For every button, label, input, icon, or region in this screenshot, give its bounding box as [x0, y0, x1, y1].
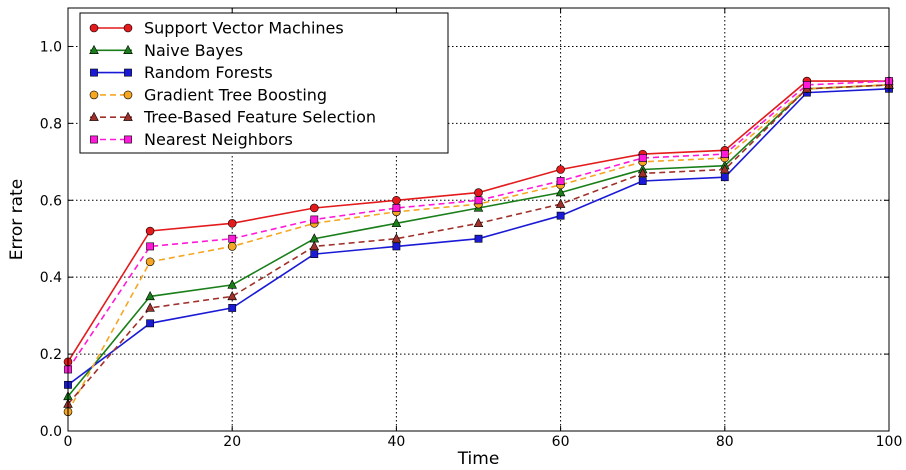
legend-item: Naive Bayes	[89, 41, 243, 60]
x-tick-label: 40	[387, 434, 405, 450]
legend-marker	[123, 90, 133, 100]
y-tick-label: 0.4	[40, 270, 62, 286]
legend-marker	[89, 111, 99, 121]
data-point	[227, 290, 237, 301]
data-point	[637, 167, 648, 178]
data-point	[555, 198, 566, 208]
data-point	[146, 242, 154, 251]
x-tick-label: 20	[223, 434, 241, 450]
data-point	[556, 177, 565, 185]
series-lines	[63, 76, 894, 417]
data-point	[228, 234, 237, 243]
plot-area	[67, 7, 890, 432]
data-point	[473, 217, 484, 228]
legend-item: Tree-Based Feature Selection	[89, 108, 376, 127]
data-point	[802, 81, 811, 89]
data-point	[391, 233, 402, 243]
data-point	[227, 279, 237, 289]
legend-marker	[90, 68, 98, 77]
data-point	[227, 219, 237, 228]
y-tick-label: 0.6	[40, 193, 62, 209]
legend-marker	[124, 135, 132, 144]
x-tick-label: 80	[716, 434, 734, 450]
legend-marker	[90, 135, 98, 144]
data-point	[638, 177, 647, 185]
data-point	[391, 217, 402, 228]
data-point	[310, 215, 319, 224]
data-point	[145, 257, 155, 267]
legend-item: Gradient Tree Boosting	[89, 85, 327, 104]
data-point	[146, 319, 154, 328]
data-point	[145, 290, 155, 301]
data-point	[474, 234, 483, 243]
y-tick-label: 0.8	[40, 116, 62, 132]
data-point	[720, 150, 729, 159]
x-tick-label: 100	[876, 434, 903, 450]
legend-marker	[124, 68, 132, 77]
data-point	[309, 203, 319, 213]
data-point	[309, 240, 320, 251]
legend-marker	[89, 23, 99, 33]
data-point	[720, 173, 729, 182]
data-point	[145, 226, 155, 236]
legend-label: Gradient Tree Boosting	[144, 85, 327, 104]
legend-marker	[89, 44, 99, 55]
x-tick-label: 0	[64, 434, 73, 450]
legend-item: Random Forests	[90, 63, 273, 82]
data-point	[474, 196, 483, 205]
data-point	[556, 165, 565, 174]
data-point	[392, 204, 401, 212]
y-tick-label: 1.0	[40, 39, 62, 55]
legend-item: Support Vector Machines	[89, 19, 344, 38]
data-point	[555, 187, 566, 197]
data-point	[638, 154, 647, 162]
data-point	[392, 195, 401, 205]
legend-marker	[123, 23, 133, 33]
x-tick-label: 60	[552, 434, 570, 450]
axis-ticks: 0 20 40 60 80 100 0.0 0.2 0.4 0.6 0.8 1.0	[40, 8, 903, 450]
y-axis-title: Error rate	[7, 179, 27, 260]
data-point	[392, 242, 401, 251]
y-tick-label: 0.2	[40, 347, 62, 363]
data-point	[720, 164, 730, 174]
y-tick-label: 0.0	[40, 424, 62, 440]
legend-item: Nearest Neighbors	[90, 130, 293, 149]
data-point	[474, 188, 483, 197]
series-4	[63, 79, 894, 408]
legend-label: Tree-Based Feature Selection	[143, 108, 376, 127]
x-axis-title: Time	[457, 449, 500, 469]
data-point	[556, 211, 565, 220]
data-point	[310, 250, 319, 259]
legend-label: Naive Bayes	[144, 41, 243, 60]
data-point	[228, 304, 237, 312]
legend-label: Nearest Neighbors	[144, 130, 293, 149]
legend-marker	[123, 44, 133, 55]
legend: Support Vector Machines Naive Bayes Random…	[79, 12, 449, 154]
legend-marker	[89, 90, 99, 100]
legend-label: Random Forests	[144, 63, 273, 82]
legend-marker	[123, 111, 133, 121]
data-point	[227, 242, 237, 251]
legend-box	[79, 12, 449, 154]
legend-label: Support Vector Machines	[144, 19, 344, 38]
data-point	[145, 302, 155, 312]
